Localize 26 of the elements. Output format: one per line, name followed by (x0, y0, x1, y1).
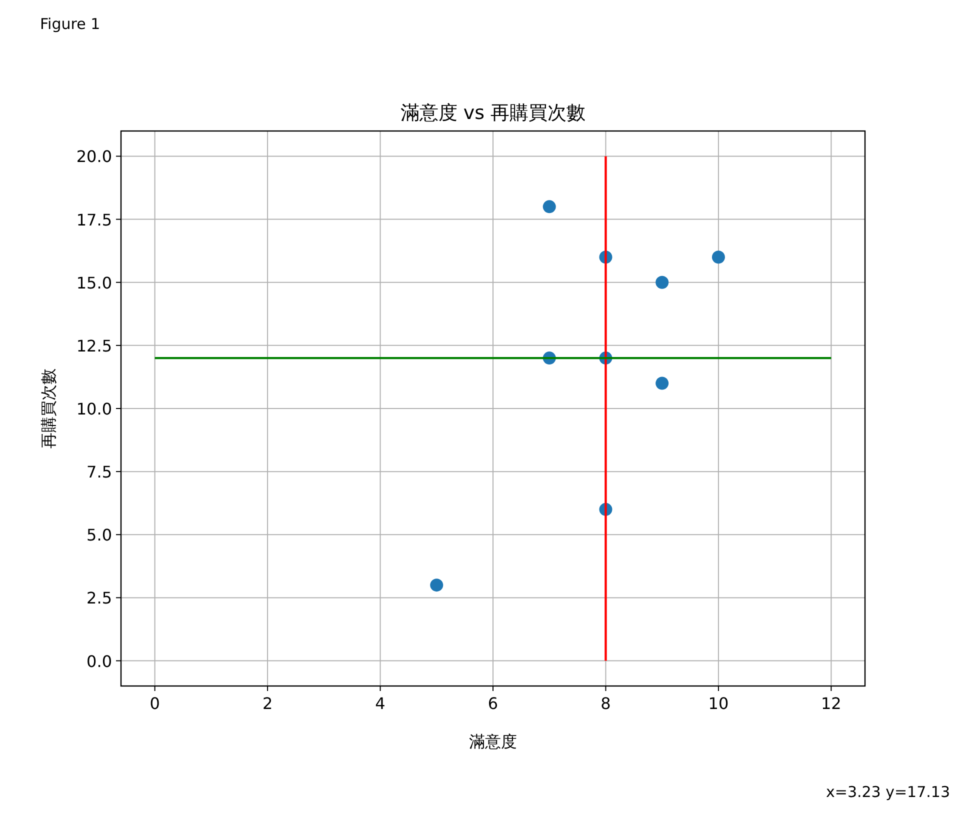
y-tick-label: 7.5 (86, 462, 112, 482)
point (430, 578, 444, 592)
y-tick-label: 17.5 (76, 210, 112, 230)
x-axis-title: 滿意度 (469, 732, 517, 751)
point (656, 276, 669, 289)
y-tick-label: 0.0 (86, 652, 112, 671)
y-tick-label: 10.0 (76, 400, 112, 418)
chart-title: 滿意度 vs 再購買次數 (400, 102, 586, 124)
x-tick-label: 4 (375, 694, 386, 713)
y-axis-title: 再購買次數 (39, 368, 58, 448)
x-tick-label: 6 (488, 694, 498, 713)
caption: Figure 1 (40, 15, 100, 33)
x-tick-label: 10 (708, 694, 729, 713)
point (712, 250, 725, 264)
y-tick-label: 5.0 (86, 526, 112, 545)
y-tick-label: 20.0 (76, 147, 112, 166)
x-tick-label: 8 (600, 694, 611, 713)
text: x=3.23 y=17.13 (826, 783, 950, 801)
y-tick-label: 2.5 (86, 588, 112, 608)
point (542, 200, 556, 214)
x-tick-label: 2 (262, 694, 273, 713)
x-tick-label: 0 (150, 694, 160, 713)
y-tick-label: 15.0 (76, 273, 112, 292)
point (656, 376, 669, 390)
x-tick-label: 12 (821, 694, 842, 713)
y-tick-label: 12.5 (76, 336, 112, 356)
